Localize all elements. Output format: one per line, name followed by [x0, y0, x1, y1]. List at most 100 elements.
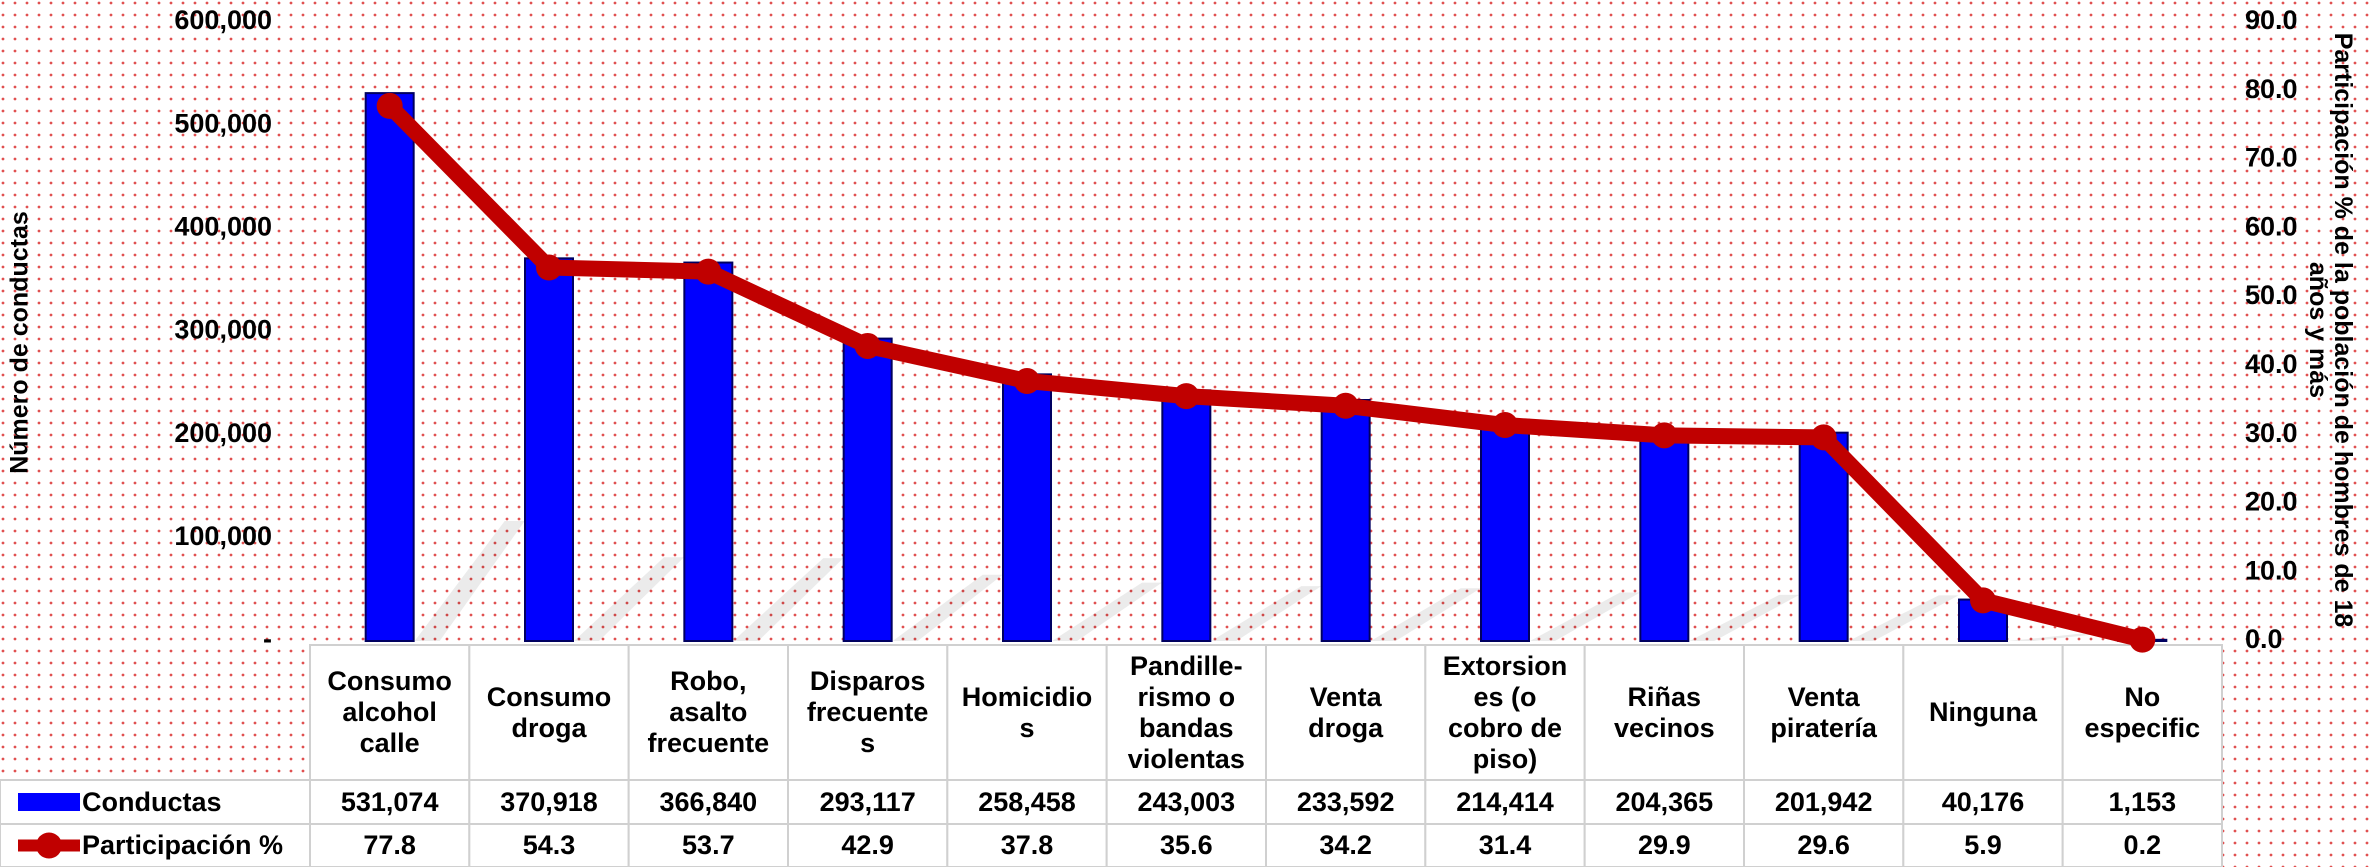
bar-shadow	[1211, 586, 1322, 641]
x-tick-label: Riñas vecinos	[1614, 681, 1715, 743]
y2-tick-label: 80.0	[2245, 74, 2298, 104]
y2-tick-label: 20.0	[2245, 487, 2298, 517]
bar	[1002, 373, 1052, 642]
line-marker	[854, 332, 881, 359]
x-tick-label: No especific	[2084, 681, 2201, 743]
y-tick-label: 600,000	[174, 5, 272, 35]
y-axis-label: Número de conductas	[5, 211, 34, 474]
table-value: 77.8	[363, 830, 416, 860]
x-tick-label: Venta piratería	[1770, 681, 1877, 743]
table-cell	[1583, 823, 1745, 867]
table-value: 1,153	[2108, 786, 2177, 817]
table-value: 293,117	[819, 786, 916, 817]
bar-shadow	[892, 574, 1003, 641]
line-marker	[1651, 422, 1678, 449]
y2-tick-label: 50.0	[2245, 280, 2298, 310]
bar-shadow	[1370, 588, 1481, 641]
table-value: 31.4	[1478, 830, 1532, 860]
table-value: 29.9	[1638, 830, 1691, 860]
table-value: 201,942	[1774, 786, 1873, 817]
table-cell	[627, 823, 790, 867]
x-tick-label: Venta droga	[1308, 681, 1384, 743]
y-tick-label: 500,000	[174, 108, 272, 138]
bar	[842, 337, 893, 642]
bar-shadow	[1689, 594, 1800, 641]
table-cell	[1424, 823, 1586, 867]
x-tick-label: Consumo droga	[486, 681, 612, 743]
table-value: 34.2	[1319, 830, 1372, 860]
y2-tick-label: 30.0	[2245, 418, 2298, 448]
y2-tick-label: 0.0	[2245, 624, 2283, 654]
table-cell	[1265, 779, 1427, 825]
table-value: 53.7	[682, 830, 735, 860]
y-tick-label: 400,000	[174, 211, 272, 241]
table-value: 233,592	[1296, 786, 1395, 817]
line-marker	[376, 92, 403, 119]
line-marker	[1173, 383, 1200, 410]
table-cell	[2061, 823, 2224, 867]
line-marker	[1970, 587, 1996, 614]
y-tick-label: 100,000	[174, 521, 272, 551]
x-tick-label: Robo, asalto frecuente	[647, 666, 770, 758]
table-cell	[309, 644, 471, 781]
y2-tick-label: 60.0	[2245, 211, 2298, 241]
table-cell	[2061, 644, 2224, 781]
bar	[1320, 399, 1371, 642]
table-value: 40,176	[1941, 786, 2025, 817]
bar	[364, 92, 415, 643]
table-value: 204,365	[1615, 786, 1714, 817]
table-value: 0.2	[2123, 830, 2162, 860]
bar	[1480, 418, 1530, 643]
table-cell	[946, 644, 1108, 781]
line-marker	[695, 258, 722, 285]
y2-tick-label: 40.0	[2245, 349, 2298, 379]
bar-shadow	[574, 557, 684, 641]
y-tick-label: 300,000	[174, 315, 272, 345]
table-cell	[787, 644, 949, 781]
table-cell	[468, 823, 630, 867]
bar-shadow	[1530, 592, 1640, 641]
line-marker	[2129, 626, 2156, 653]
legend-swatch	[18, 793, 80, 811]
table-value: 258,458	[978, 786, 1076, 817]
bar	[1639, 429, 1690, 643]
table-cell	[946, 779, 1108, 825]
y2-tick-label: 70.0	[2245, 143, 2298, 173]
table-cell	[1902, 644, 2064, 781]
line-marker	[1332, 392, 1359, 419]
bar	[683, 261, 734, 642]
table-value: 29.6	[1797, 830, 1850, 860]
table-cell	[1424, 644, 1586, 781]
bar	[1798, 431, 1849, 642]
line-marker	[1810, 424, 1837, 451]
table-cell	[1265, 644, 1427, 781]
table-value: 35.6	[1160, 830, 1213, 860]
table-cell	[1105, 644, 1267, 781]
x-tick-label: Disparos frecuente s	[806, 666, 929, 758]
table-cell	[946, 823, 1108, 867]
table-value: 243,003	[1137, 786, 1236, 817]
table-value: 54.3	[522, 830, 576, 860]
legend-label: Participación %	[82, 830, 284, 860]
line	[383, 100, 2145, 648]
table-cell	[1743, 823, 1905, 867]
y2-axis-label: Participación % de la población de hombr…	[2304, 32, 2357, 628]
table-cell	[468, 644, 630, 781]
bar-shadow	[733, 558, 844, 641]
bar-shadow	[414, 521, 525, 641]
y-tick-label: -	[263, 624, 272, 654]
x-tick-label: Extorsion es (o cobro de piso)	[1442, 650, 1568, 774]
bar-shadow	[1848, 595, 1959, 641]
legend-label: Conductas	[82, 786, 222, 817]
line-marker	[536, 254, 562, 281]
x-tick-label: Homicidio s	[961, 681, 1093, 743]
table-value: 42.9	[841, 830, 894, 860]
legend-swatch	[36, 832, 62, 859]
table-value: 531,074	[340, 786, 439, 817]
table-value: 366,840	[659, 786, 758, 817]
y-tick-label: 200,000	[174, 418, 272, 448]
bar	[1161, 389, 1212, 642]
x-tick-label: Consumo alcohol calle	[327, 666, 452, 758]
